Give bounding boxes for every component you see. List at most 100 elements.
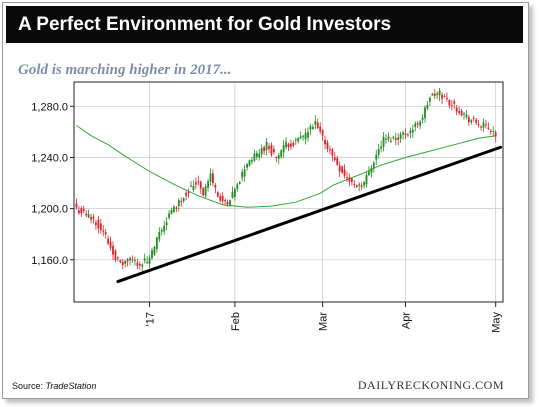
candle [129, 256, 131, 266]
candle-body-up [365, 175, 368, 185]
candle-body-down [275, 157, 278, 159]
candle [199, 180, 202, 194]
candle [236, 182, 239, 192]
candle-body-up [299, 136, 302, 139]
candle [112, 241, 114, 260]
candle-body-down [475, 119, 478, 123]
candle-body-down [102, 230, 105, 232]
candle [163, 220, 166, 235]
candle-body-down [116, 257, 119, 259]
candle-body-up [419, 121, 422, 126]
candle [436, 91, 439, 99]
candle-body-down [199, 181, 202, 189]
candle [467, 115, 470, 126]
candle-body-up [282, 144, 285, 153]
candle [85, 210, 88, 218]
candle-body-up [229, 200, 231, 206]
candle-body-up [231, 192, 234, 198]
candle-body-down [338, 165, 341, 172]
candle [438, 87, 441, 102]
chart-subtitle: Gold is marching higher in 2017... [18, 62, 232, 78]
candle-body-up [382, 136, 385, 147]
candle-body-up [280, 150, 283, 157]
candle-body-down [95, 222, 97, 225]
candle [404, 128, 407, 139]
candle-body-down [221, 195, 224, 202]
candle-body-up [463, 113, 465, 115]
candle [489, 129, 492, 135]
candle-body-up [207, 181, 209, 188]
candle [431, 92, 434, 96]
candle-body-up [141, 264, 144, 267]
candle-body-up [436, 93, 439, 95]
candle-body-up [465, 114, 468, 118]
candle-body-up [253, 153, 256, 161]
candle [346, 171, 348, 182]
candle [248, 159, 251, 167]
candle-body-down [197, 181, 200, 183]
candle-body-up [190, 185, 192, 187]
candle [370, 164, 373, 178]
candle-body-up [414, 123, 417, 128]
candle [260, 144, 263, 159]
candle [355, 184, 358, 189]
candle [480, 125, 482, 131]
plot-area-border [73, 81, 504, 303]
candle-body-down [485, 124, 487, 126]
candle [453, 99, 456, 109]
candle-body-down [453, 101, 456, 104]
candle [253, 149, 256, 162]
candle-body-down [407, 134, 409, 136]
title-bar: A Perfect Environment for Gold Investors [6, 6, 523, 43]
candle [329, 145, 331, 155]
x-tick-label: May [491, 312, 503, 333]
candle-body-up [424, 107, 426, 119]
candle-body-down [107, 238, 110, 244]
candle-body-down [82, 208, 85, 211]
candle [185, 190, 188, 201]
candle-body-up [297, 137, 300, 142]
candle [209, 168, 212, 186]
candle-body-down [185, 192, 188, 196]
candle [307, 127, 309, 143]
candle [470, 119, 473, 125]
candle [197, 175, 200, 186]
candle-body-down [85, 213, 88, 216]
candle [485, 120, 487, 129]
candle [280, 149, 283, 159]
candle [392, 135, 395, 140]
candle-body-up [182, 198, 185, 202]
candle [175, 205, 178, 213]
candle [231, 186, 234, 199]
candle-body-up [438, 90, 441, 96]
candle-body-up [134, 260, 136, 262]
candle-body-down [333, 157, 336, 160]
candle [170, 207, 173, 215]
candle [382, 132, 385, 152]
candle [82, 205, 85, 213]
candle-body-up [387, 136, 390, 140]
candle [458, 106, 461, 116]
candle-body-down [194, 182, 197, 185]
candle [138, 261, 141, 270]
candle [131, 255, 134, 263]
candle [246, 163, 248, 171]
candle-body-down [121, 261, 124, 266]
candle-body-down [441, 94, 443, 99]
candle [219, 193, 222, 203]
candle [399, 131, 402, 144]
candle [155, 236, 158, 253]
candle [409, 127, 412, 139]
candle-body-down [458, 111, 461, 113]
candle-body-down [316, 122, 319, 128]
candle-body-up [243, 169, 246, 177]
candle-body-down [346, 177, 348, 179]
candle-body-up [163, 225, 166, 232]
candle [92, 214, 95, 224]
candle [353, 180, 356, 189]
candle-body-up [285, 141, 287, 148]
candle [428, 96, 431, 106]
candle-body-down [212, 173, 214, 184]
candle [492, 126, 495, 137]
candle-body-up [421, 117, 424, 120]
